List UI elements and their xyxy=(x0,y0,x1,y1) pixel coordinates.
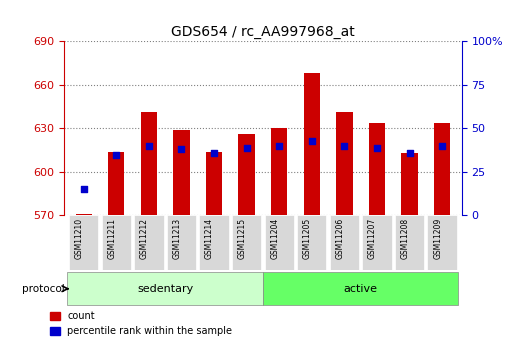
Title: GDS654 / rc_AA997968_at: GDS654 / rc_AA997968_at xyxy=(171,25,355,39)
Bar xyxy=(304,73,320,215)
Bar xyxy=(173,130,190,215)
Text: GSM11207: GSM11207 xyxy=(368,218,377,259)
Point xyxy=(438,143,446,149)
Text: GSM11212: GSM11212 xyxy=(140,218,149,259)
Point xyxy=(308,138,316,144)
FancyBboxPatch shape xyxy=(232,215,261,270)
Text: active: active xyxy=(344,284,378,294)
Point xyxy=(112,152,121,157)
Text: GSM11213: GSM11213 xyxy=(172,218,182,259)
FancyBboxPatch shape xyxy=(395,215,424,270)
FancyBboxPatch shape xyxy=(427,215,457,270)
Text: GSM11215: GSM11215 xyxy=(238,218,247,259)
FancyBboxPatch shape xyxy=(102,215,131,270)
Bar xyxy=(271,128,287,215)
FancyBboxPatch shape xyxy=(263,272,459,305)
Text: GSM11211: GSM11211 xyxy=(107,218,116,259)
Point xyxy=(405,150,413,156)
Point xyxy=(145,143,153,149)
Bar xyxy=(108,152,125,215)
Bar xyxy=(336,112,352,215)
Point xyxy=(210,150,218,156)
Point xyxy=(373,145,381,150)
FancyBboxPatch shape xyxy=(67,272,263,305)
Bar xyxy=(141,112,157,215)
FancyBboxPatch shape xyxy=(200,215,229,270)
Text: sedentary: sedentary xyxy=(137,284,193,294)
FancyBboxPatch shape xyxy=(69,215,98,270)
Bar xyxy=(434,122,450,215)
Bar xyxy=(75,214,92,215)
Point xyxy=(177,147,186,152)
Text: GSM11209: GSM11209 xyxy=(433,218,442,259)
Text: GSM11206: GSM11206 xyxy=(336,218,344,259)
Bar xyxy=(206,152,222,215)
Bar xyxy=(401,153,418,215)
Text: GSM11208: GSM11208 xyxy=(401,218,409,259)
FancyBboxPatch shape xyxy=(134,215,164,270)
Point xyxy=(243,145,251,150)
FancyBboxPatch shape xyxy=(362,215,391,270)
Text: GSM11205: GSM11205 xyxy=(303,218,312,259)
FancyBboxPatch shape xyxy=(167,215,196,270)
Bar xyxy=(239,134,255,215)
Text: GSM11210: GSM11210 xyxy=(75,218,84,259)
Bar xyxy=(369,122,385,215)
FancyBboxPatch shape xyxy=(330,215,359,270)
Text: protocol: protocol xyxy=(22,284,65,294)
Point xyxy=(275,143,283,149)
Point xyxy=(80,187,88,192)
FancyBboxPatch shape xyxy=(265,215,294,270)
Legend: count, percentile rank within the sample: count, percentile rank within the sample xyxy=(46,307,236,340)
FancyBboxPatch shape xyxy=(297,215,326,270)
Text: GSM11204: GSM11204 xyxy=(270,218,279,259)
Point xyxy=(340,143,348,149)
Text: GSM11214: GSM11214 xyxy=(205,218,214,259)
